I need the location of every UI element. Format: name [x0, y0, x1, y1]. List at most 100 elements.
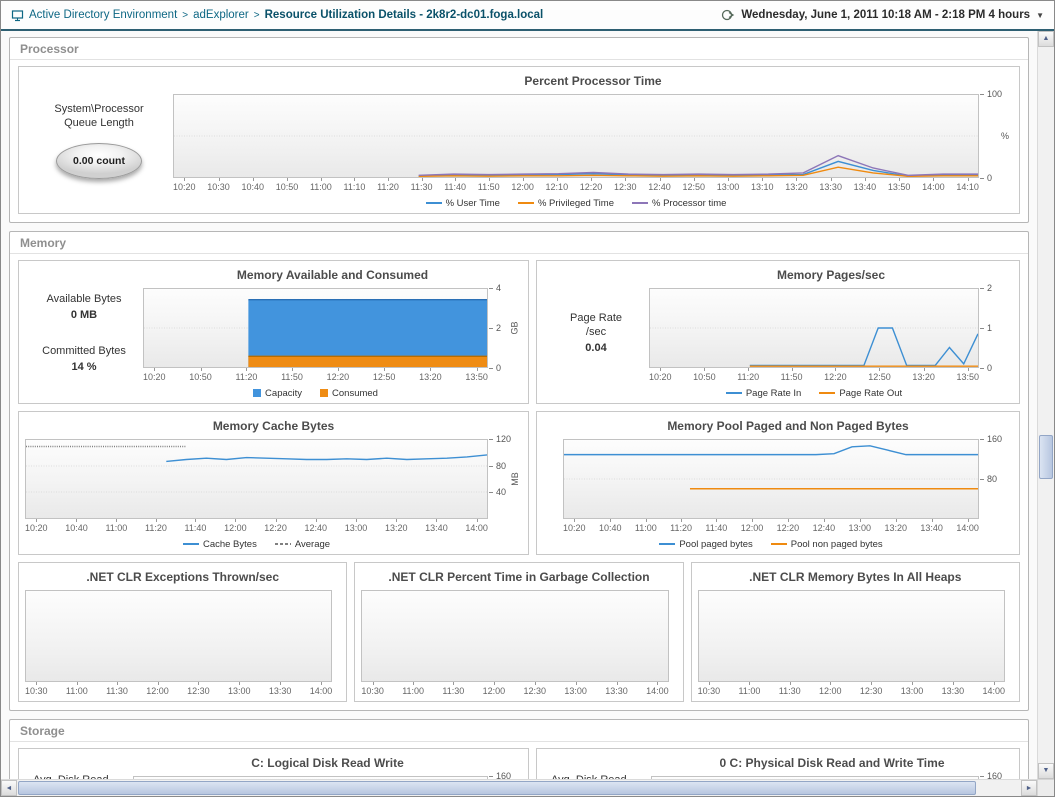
y-axis: 160: [488, 771, 522, 779]
breadcrumb-item-environment[interactable]: Active Directory Environment: [29, 9, 178, 21]
x-axis-label: 10:20: [563, 519, 586, 534]
processor-section: Processor System\Processor Queue Length …: [9, 37, 1029, 223]
vertical-scrollbar-thumb[interactable]: [1039, 434, 1053, 479]
clr-heaps-chart-card: .NET CLR Memory Bytes In All Heaps 10:30…: [690, 562, 1020, 702]
x-axis-label: 13:00: [564, 682, 587, 697]
y-axis-unit: %: [1001, 131, 1010, 141]
x-axis-label: 11:20: [670, 519, 692, 534]
horizontal-scrollbar[interactable]: ◄ ►: [1, 779, 1037, 796]
y-axis-tick: 4: [488, 283, 502, 293]
chevron-down-icon[interactable]: ▼: [1036, 10, 1044, 20]
x-axis-label: 14:00: [310, 682, 332, 697]
memory-pool-chart-card: Memory Pool Paged and Non Paged Bytes 80…: [536, 411, 1020, 555]
processor-time-chart-card: System\Processor Queue Length 0.00 count…: [18, 66, 1020, 214]
chart-title: 0 C: Physical Disk Read and Write Time: [719, 756, 945, 770]
x-axis-label: 13:40: [425, 519, 448, 534]
breadcrumb-separator: >: [253, 9, 260, 21]
clr-heaps-plot[interactable]: [697, 590, 1005, 682]
x-axis-label: 11:30: [442, 682, 464, 697]
x-axis-label: 10:20: [173, 178, 196, 193]
y-axis-tick: 160: [979, 434, 1003, 444]
legend-swatch-line: [770, 543, 787, 545]
environment-icon: [11, 9, 24, 22]
processor-time-plot[interactable]: [173, 94, 979, 178]
x-axis-label: 11:50: [478, 178, 500, 193]
clr-exceptions-plot[interactable]: [25, 590, 333, 682]
physical-disk-plot[interactable]: [651, 776, 979, 779]
memory-pool-plot[interactable]: [563, 439, 979, 519]
x-axis-label: 11:10: [344, 178, 365, 193]
x-axis-label: 14:00: [646, 682, 669, 697]
x-axis-label: 11:00: [739, 682, 760, 697]
x-axis-label: 13:30: [942, 682, 964, 697]
x-axis-label: 13:50: [465, 368, 488, 383]
x-axis-label: 11:20: [145, 519, 167, 534]
breadcrumb-item-adexplorer[interactable]: adExplorer: [193, 9, 249, 21]
x-axis-label: 12:50: [682, 178, 705, 193]
x-axis-label: 12:20: [580, 178, 602, 193]
x-axis-label: 10:40: [599, 519, 621, 534]
time-range-icon: [721, 8, 735, 22]
y-axis-tick: 100: [979, 89, 1003, 99]
queue-length-gauge: 0.00 count: [56, 142, 142, 179]
chart-title: Memory Cache Bytes: [212, 419, 335, 433]
x-axis-label: 10:40: [241, 178, 264, 193]
x-axis-label: 13:20: [419, 368, 442, 383]
x-axis-label: 11:20: [377, 178, 399, 193]
x-axis-label: 10:30: [25, 682, 48, 697]
legend-item: Capacity: [253, 388, 302, 399]
x-axis-label: 14:00: [922, 178, 945, 193]
memory-available-chart-card: Available Bytes 0 MB Committed Bytes 14 …: [18, 260, 530, 404]
chart-title: C: Logical Disk Read Write: [251, 756, 404, 770]
memory-available-plot[interactable]: [143, 288, 489, 368]
x-axis-label: 11:40: [705, 519, 727, 534]
x-axis-label: 11:40: [444, 178, 466, 193]
x-axis-label: 12:50: [373, 368, 395, 383]
x-axis-label: 13:20: [385, 519, 407, 534]
x-axis-label: 10:20: [143, 368, 166, 383]
horizontal-scrollbar-thumb[interactable]: [18, 781, 976, 795]
time-range-control[interactable]: Wednesday, June 1, 2011 10:18 AM - 2:18 …: [721, 8, 1044, 22]
x-axis-label: 10:20: [649, 368, 672, 383]
scroll-up-button[interactable]: ▲: [1038, 31, 1054, 47]
legend-swatch-line: [517, 202, 534, 204]
legend-item: Average: [274, 539, 330, 550]
x-axis-label: 11:30: [779, 682, 801, 697]
memory-pages-chart-card: Page Rate /sec 0.04 Memory Pages/sec: [536, 260, 1020, 404]
time-range-text: Wednesday, June 1, 2011 10:18 AM - 2:18 …: [741, 9, 1031, 21]
x-axis-label: 11:20: [236, 368, 257, 383]
committed-bytes-metric: Committed Bytes 14 %: [42, 345, 126, 373]
top-bar: Active Directory Environment > adExplore…: [1, 1, 1054, 31]
x-axis-label: 11:00: [105, 519, 127, 534]
clr-gc-plot[interactable]: [361, 590, 669, 682]
scroll-right-button[interactable]: ►: [1021, 780, 1037, 796]
x-axis-label: 11:30: [106, 682, 128, 697]
legend-item: Cache Bytes: [182, 539, 257, 550]
x-axis-label: 12:20: [327, 368, 349, 383]
logical-disk-metric: Avg. Disk Read: [25, 754, 133, 779]
x-axis: 10:20 10:30 10:40 10:50 11:00 11:10 11:20 11:30…: [173, 178, 979, 193]
x-axis-label: 10:30: [361, 682, 384, 697]
memory-cache-plot[interactable]: [25, 439, 489, 519]
logical-disk-plot[interactable]: [133, 776, 489, 779]
x-axis-label: 12:50: [868, 368, 891, 383]
memory-pages-plot[interactable]: [649, 288, 979, 368]
x-axis-label: 10:50: [276, 178, 298, 193]
storage-section: Storage Avg. Disk Read C: Logical Disk R…: [9, 719, 1029, 779]
breadcrumb-separator: >: [182, 9, 189, 21]
legend-item: % User Time: [425, 198, 500, 209]
x-axis-label: 13:10: [751, 178, 773, 193]
memory-section-title: Memory: [10, 232, 1028, 254]
y-axis-tick: 160: [979, 771, 1003, 779]
y-axis-tick: 80: [979, 474, 998, 484]
chart-title: .NET CLR Memory Bytes In All Heaps: [749, 570, 962, 584]
scroll-left-button[interactable]: ◄: [1, 780, 17, 796]
y-axis: 40 80 120 MB: [488, 434, 522, 519]
chart-title: Memory Available and Consumed: [236, 268, 429, 282]
x-axis: 10:20 10:50 11:20 11:50 12:20 12:50 13:20 13:50: [143, 368, 488, 383]
chart-legend: Pool paged bytes Pool non paged bytes: [563, 537, 979, 551]
scroll-down-button[interactable]: ▼: [1038, 763, 1054, 779]
y-axis: 80 160: [979, 434, 1013, 519]
vertical-scrollbar[interactable]: ▲ ▼: [1037, 31, 1054, 779]
